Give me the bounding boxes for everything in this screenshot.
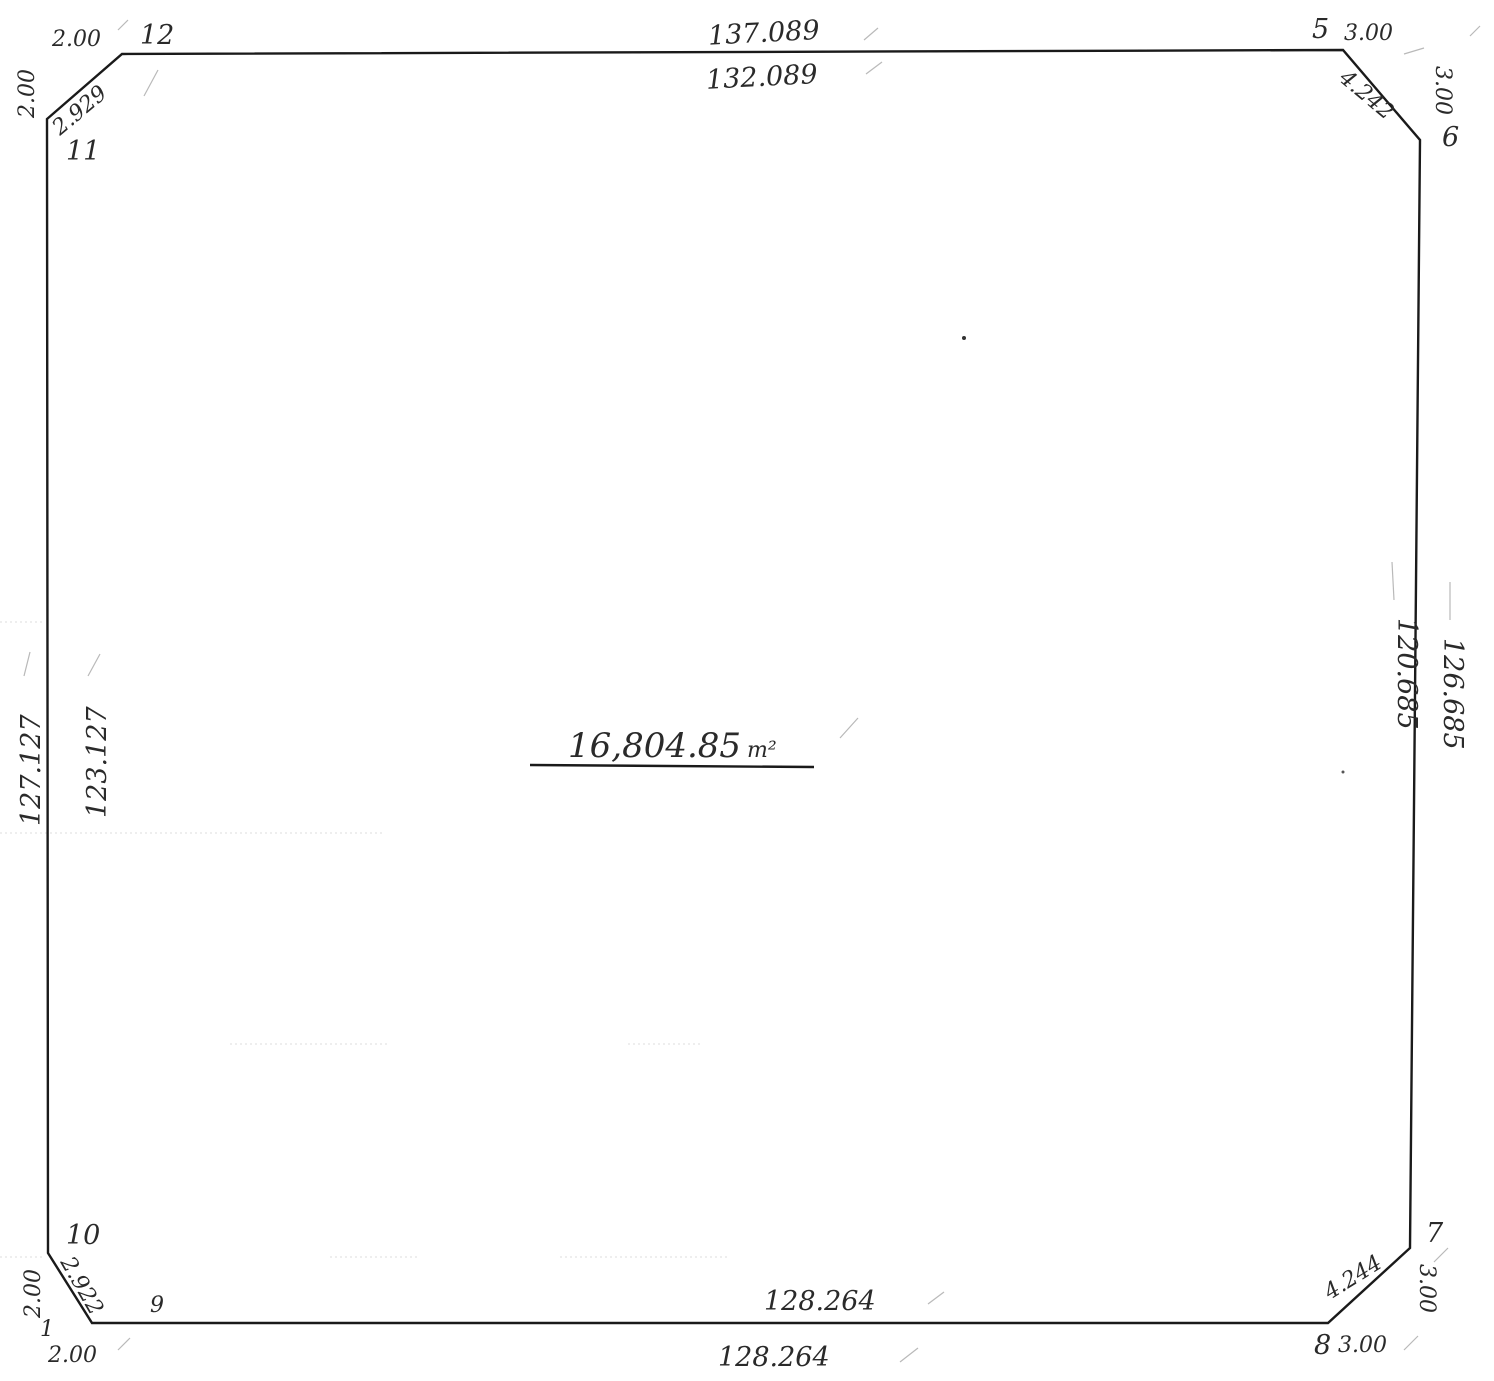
area-value: 16,804.85 m²: [568, 726, 777, 766]
check-mark: [143, 69, 159, 97]
check-mark: [23, 651, 31, 677]
check-mark: [863, 27, 879, 41]
vertex-7-label: 7: [1426, 1218, 1444, 1249]
bottom-left-corner-bottom-length: 2.00: [47, 1343, 97, 1368]
lot-boundary: [45, 48, 1422, 1325]
top-left-corner-side-length: 2.00: [15, 69, 40, 119]
vertex-5-label: 5: [1312, 14, 1329, 45]
vertex-9-label: 9: [150, 1293, 164, 1318]
vertex-6-label: 6: [1442, 122, 1459, 153]
scan-dot: [1341, 770, 1345, 774]
check-mark: [1469, 25, 1481, 37]
check-mark: [117, 19, 129, 31]
top-right-corner-diagonal-length: 4.242: [1333, 65, 1398, 125]
top-left-corner-top-length: 2.00: [51, 27, 101, 52]
check-mark: [865, 61, 883, 75]
check-mark: [899, 1347, 919, 1363]
right-edge-length-b: 126.685: [1437, 638, 1468, 750]
top-edge-length-a: 137.089: [707, 15, 820, 52]
check-mark: [1391, 561, 1395, 601]
vertex-1-label: 1: [40, 1317, 54, 1342]
bottom-left-corner-side-length: 2.00: [21, 1269, 46, 1319]
top-edge-length-b: 132.089: [705, 59, 818, 96]
bottom-right-corner-side-length: 3.00: [1414, 1264, 1439, 1313]
check-mark: [1433, 1247, 1449, 1263]
vertex-8-label: 8: [1314, 1330, 1331, 1361]
check-mark: [87, 653, 101, 677]
bottom-edge-length-b: 128.264: [718, 1342, 830, 1373]
vertex-10-label: 10: [66, 1220, 100, 1251]
area-underline: [529, 763, 815, 769]
check-mark: [1403, 47, 1425, 55]
check-mark: [839, 717, 859, 739]
check-mark: [1403, 1335, 1419, 1351]
vertex-12-label: 12: [140, 20, 174, 51]
bottom-right-corner-bottom-length: 3.00: [1338, 1333, 1387, 1358]
left-edge-length-b: 123.127: [82, 706, 113, 818]
check-mark: [927, 1291, 945, 1305]
scan-dot: [962, 336, 966, 340]
right-edge-length-a: 120.685: [1391, 618, 1422, 730]
bottom-edge-length-a: 128.264: [764, 1286, 876, 1317]
left-edge-length-a: 127.127: [16, 714, 47, 826]
vertex-11-label: 11: [66, 136, 100, 167]
top-right-corner-side-length: 3.00: [1430, 66, 1455, 115]
bottom-left-corner-diagonal-length: 2.922: [54, 1252, 108, 1320]
top-right-corner-top-length: 3.00: [1344, 21, 1393, 46]
check-mark: [117, 1337, 131, 1351]
